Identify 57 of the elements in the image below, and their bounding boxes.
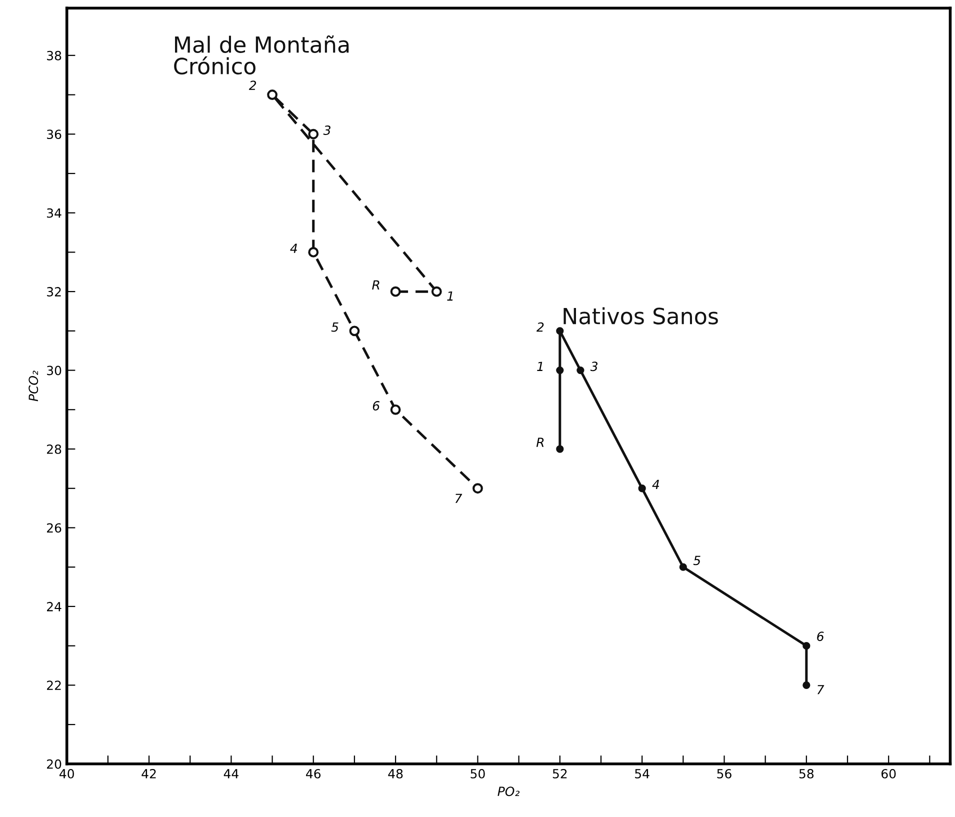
- y-axis-title: PCO₂: [28, 370, 38, 402]
- x-tick-label: 44: [224, 769, 238, 778]
- point: [638, 484, 646, 492]
- y-tick-label: 24: [47, 602, 62, 612]
- annotation: 6: [817, 632, 824, 642]
- x-tick-label: 50: [470, 768, 485, 778]
- series-label: Nativos Sanos: [564, 307, 718, 324]
- point: [556, 366, 564, 374]
- x-tick-label: 56: [717, 768, 732, 778]
- x-tick-label: 48: [388, 768, 403, 778]
- annotation: 5: [693, 556, 700, 566]
- annotation: 4: [652, 480, 660, 490]
- annotation: 2: [536, 322, 544, 332]
- point: [472, 483, 483, 494]
- annotation: 3: [590, 362, 598, 372]
- annotation: R: [372, 280, 380, 290]
- point: [679, 563, 687, 571]
- y-tick-label: 36: [47, 130, 62, 140]
- annotation: 1: [537, 362, 543, 371]
- point: [349, 326, 360, 336]
- point: [390, 404, 401, 415]
- x-tick-label: 40: [60, 768, 74, 778]
- annotation: 7: [817, 685, 824, 694]
- x-tick-label: 52: [552, 768, 567, 778]
- y-tick-label: 38: [47, 50, 62, 60]
- point: [308, 246, 319, 258]
- point: [556, 445, 564, 453]
- annotation: 1: [447, 291, 453, 301]
- point: [308, 128, 319, 140]
- annotation: 5: [331, 322, 338, 332]
- point: [431, 286, 442, 297]
- point: [556, 327, 564, 335]
- point: [390, 286, 401, 297]
- point: [267, 90, 278, 100]
- x-tick-label: 42: [142, 768, 156, 778]
- point: [576, 366, 584, 374]
- annotation: 6: [372, 401, 380, 410]
- y-tick-label: 28: [47, 444, 62, 454]
- x-tick-label: 60: [882, 768, 896, 778]
- annotation: 4: [290, 244, 298, 253]
- annotation: R: [536, 438, 544, 447]
- point: [802, 642, 810, 650]
- x-axis-title: PO₂: [498, 786, 520, 796]
- y-tick-label: 30: [47, 366, 62, 376]
- x-tick-label: 54: [635, 769, 650, 778]
- y-tick-label: 20: [47, 759, 62, 769]
- y-tick-label: 34: [47, 208, 62, 218]
- x-tick-label: 46: [306, 768, 321, 778]
- point: [802, 681, 810, 689]
- annotation: 3: [323, 126, 330, 135]
- annotation: 2: [248, 80, 256, 90]
- y-tick-label: 26: [47, 523, 62, 533]
- x-tick-label: 58: [799, 768, 814, 778]
- y-tick-label: 22: [47, 680, 61, 690]
- series-label: Mal de Montaña Crónico: [174, 35, 349, 74]
- y-tick-label: 32: [47, 287, 61, 296]
- annotation: 7: [455, 494, 462, 503]
